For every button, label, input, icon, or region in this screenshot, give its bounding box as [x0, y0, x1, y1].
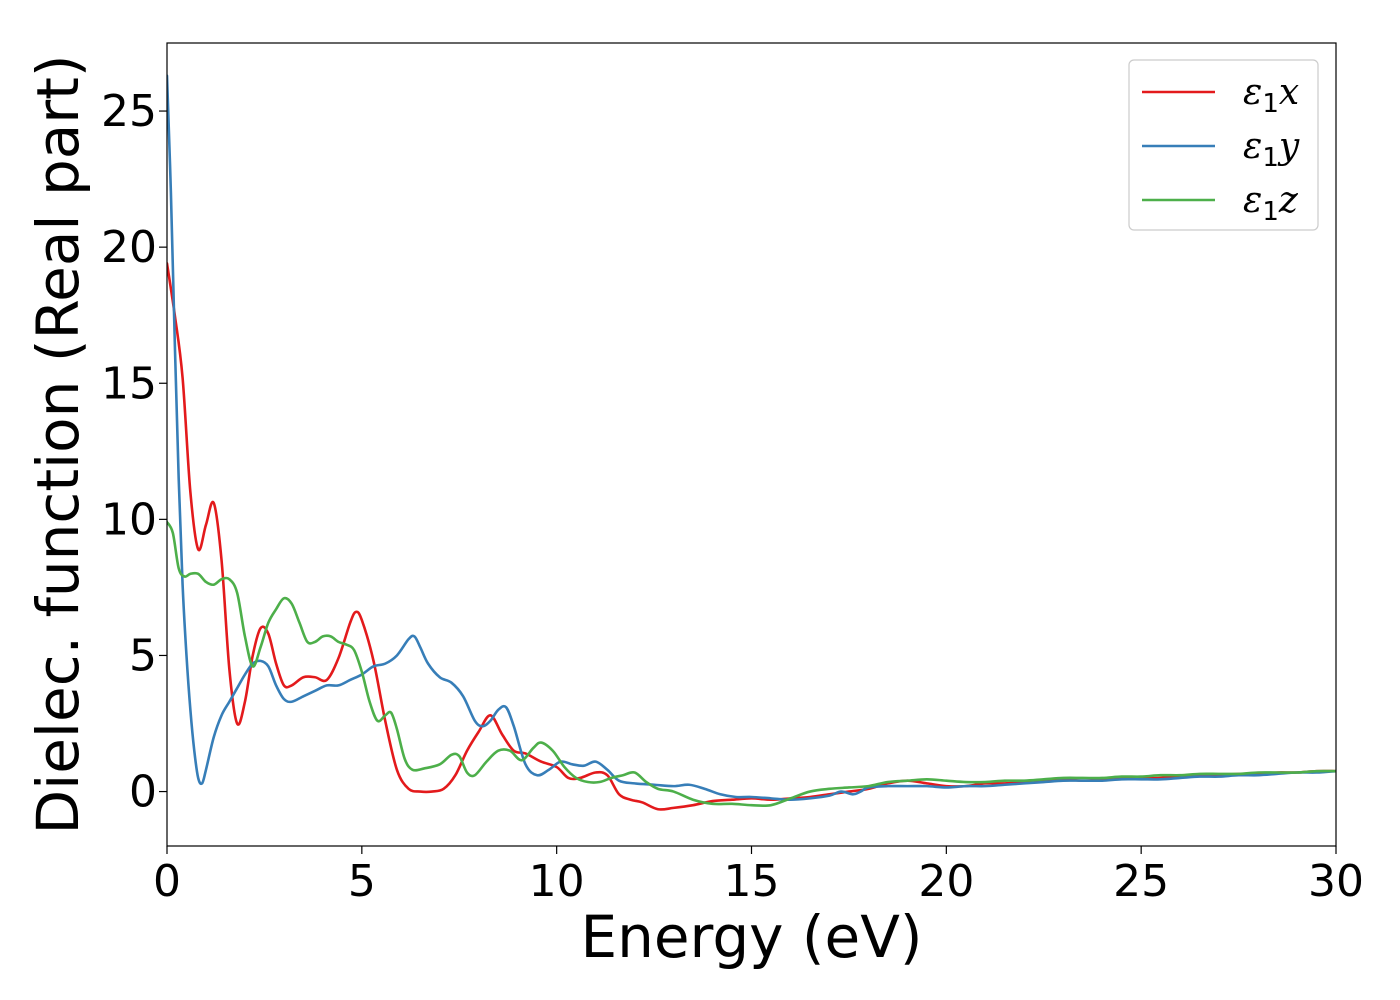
y-axis-title: Dielec. function (Real part)	[24, 54, 92, 834]
y-tick-label: 5	[129, 630, 157, 681]
legend-variable: y	[1277, 126, 1300, 167]
legend-box	[1128, 59, 1319, 231]
legend-variable: x	[1279, 72, 1299, 113]
x-tick-label: 30	[1308, 856, 1364, 907]
legend-label-y: ε1y	[1243, 126, 1300, 173]
x-tick-label: 25	[1113, 856, 1169, 907]
series-line-x	[167, 262, 1336, 811]
legend-variable: z	[1278, 180, 1299, 221]
x-tick-label: 5	[348, 856, 376, 907]
x-axis-title: Energy (eV)	[580, 903, 922, 971]
legend-symbol: ε	[1243, 72, 1262, 113]
y-tick-label: 10	[101, 494, 157, 545]
series-line-z	[167, 520, 1336, 808]
x-tick-label: 0	[153, 856, 181, 907]
x-tick-label: 10	[529, 856, 585, 907]
legend-label-z: ε1z	[1243, 180, 1299, 227]
legend-symbol: ε	[1243, 126, 1262, 167]
y-tick-label: 20	[101, 222, 157, 273]
y-tick-label: 25	[101, 86, 157, 137]
y-axis: 0 5 10 15 20 25	[101, 86, 167, 818]
legend-label-x: ε1x	[1243, 72, 1299, 119]
legend-symbol: ε	[1243, 180, 1262, 221]
series-line-y	[167, 74, 1336, 802]
y-tick-label: 0	[129, 767, 157, 818]
legend-subscript: 1	[1262, 143, 1279, 173]
series-layer	[167, 74, 1336, 811]
legend-subscript: 1	[1262, 89, 1279, 119]
x-tick-label: 20	[918, 856, 974, 907]
y-tick-label: 15	[101, 358, 157, 409]
legend-subscript: 1	[1262, 197, 1279, 227]
x-axis: 0 5 10 15 20 25 30	[153, 846, 1364, 907]
x-tick-label: 15	[724, 856, 780, 907]
